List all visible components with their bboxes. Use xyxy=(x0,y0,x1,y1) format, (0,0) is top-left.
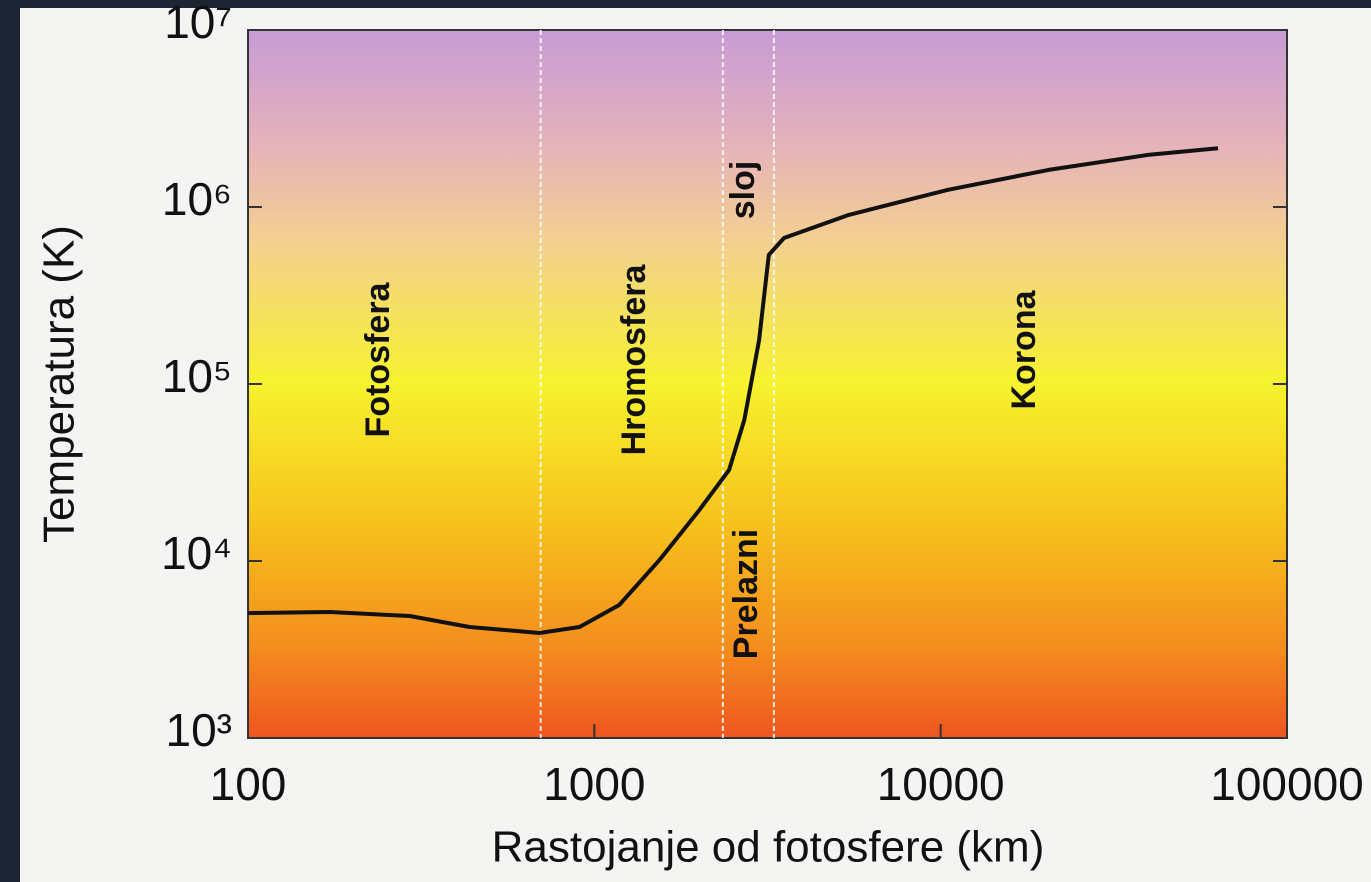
region-label: Hromosfera xyxy=(615,263,653,455)
x-tick-label: 100 xyxy=(210,758,287,810)
y-tick-label: 10³ xyxy=(166,704,232,756)
plot-area xyxy=(247,29,1288,739)
region-label: sloj xyxy=(724,161,762,220)
x-tick-label: 10000 xyxy=(877,758,1005,810)
region-label: Fotosfera xyxy=(359,281,397,437)
y-tick-label: 10⁵ xyxy=(162,350,232,402)
region-label: Korona xyxy=(1005,289,1043,409)
line xyxy=(247,146,1219,635)
region-label: Prelazni xyxy=(727,529,765,659)
x-tick-label: 100000 xyxy=(1210,758,1364,810)
y-tick-label: 10⁶ xyxy=(162,173,232,225)
x-tick-label: 1000 xyxy=(543,758,645,810)
x-axis-label: Rastojanje od fotosfere (km) xyxy=(492,823,1045,872)
y-tick-label: 10⁴ xyxy=(161,527,232,579)
y-tick-label: 10⁷ xyxy=(164,0,232,48)
y-axis-label: Temperatura (K) xyxy=(35,225,84,543)
